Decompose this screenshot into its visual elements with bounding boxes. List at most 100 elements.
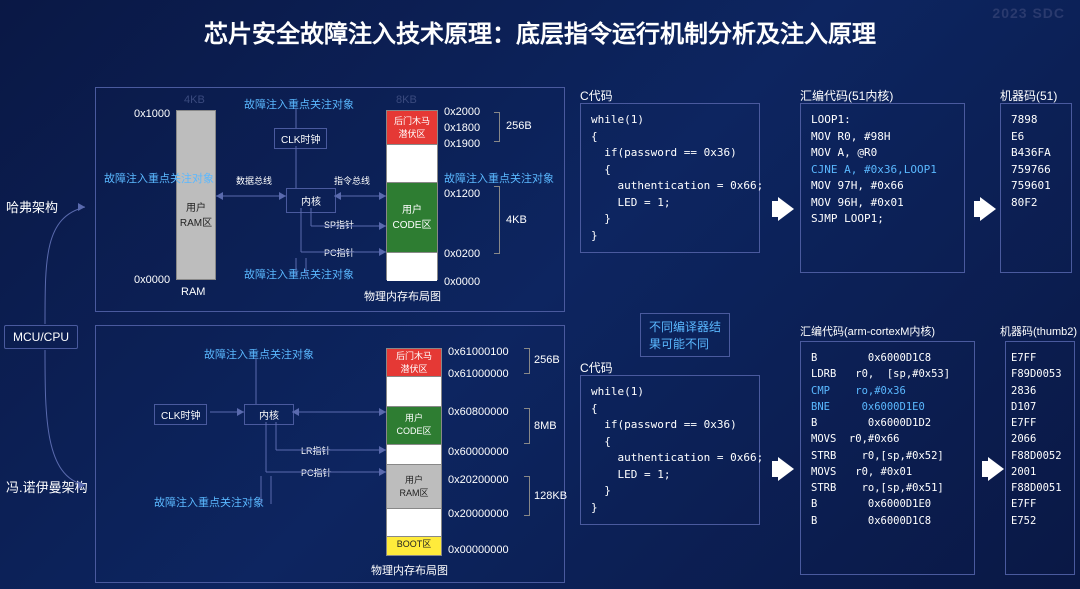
vn-seg-4: 用户 RAM区 bbox=[387, 465, 441, 509]
aa-9: B 0x6000D1E0 bbox=[811, 496, 964, 512]
h-seg-2: 用户 CODE区 bbox=[387, 183, 437, 253]
ccode-title-1: C代码 bbox=[580, 87, 613, 104]
vn-a6: 0x00000000 bbox=[448, 544, 509, 556]
ccode-title-2: C代码 bbox=[580, 359, 613, 376]
vn-size-2: 128KB bbox=[534, 490, 567, 502]
c1-l4: authentication = 0x66; bbox=[591, 178, 749, 195]
h-code-size: 8KB bbox=[396, 94, 417, 106]
vn-seg-1 bbox=[387, 377, 441, 407]
aa-5: MOVS r0,#0x66 bbox=[811, 431, 964, 447]
aa-0: B 0x6000D1C8 bbox=[811, 350, 964, 366]
page-title: 芯片安全故障注入技术原理：底层指令运行机制分析及注入原理 bbox=[0, 0, 1080, 57]
ma-0: E7FF bbox=[1011, 350, 1069, 366]
c2-l7: } bbox=[591, 500, 749, 517]
h-size-1: 4KB bbox=[506, 214, 527, 226]
aa-7: MOVS r0, #0x01 bbox=[811, 464, 964, 480]
vn-a2: 0x60800000 bbox=[448, 406, 509, 418]
c2-l1: { bbox=[591, 401, 749, 418]
vn-brace-0 bbox=[524, 348, 530, 374]
m51-3: 759766 bbox=[1011, 162, 1061, 179]
mcarm-panel: E7FF F89D0053 2836 D107 E7FF 2066 F88D00… bbox=[1005, 341, 1075, 575]
c1-l6: } bbox=[591, 211, 749, 228]
diagram-canvas: MCU/CPU 哈弗架构 冯.诺伊曼架构 0x1000 用户 RAM区 0x00… bbox=[0, 57, 1080, 587]
vn-mem-caption: 物理内存布局图 bbox=[371, 562, 448, 578]
c2-l0: while(1) bbox=[591, 384, 749, 401]
ma-7: 2001 bbox=[1011, 464, 1069, 480]
a51-0: LOOP1: bbox=[811, 112, 954, 129]
watermark-text: 2023 SDC bbox=[992, 5, 1065, 21]
h-seg-1 bbox=[387, 145, 437, 183]
vn-seg-2: 用户 CODE区 bbox=[387, 407, 441, 445]
ma-8: F88D0051 bbox=[1011, 480, 1069, 496]
aa-6: STRB r0,[sp,#0x52] bbox=[811, 448, 964, 464]
asmarm-panel: B 0x6000D1C8 LDRB r0, [sp,#0x53] CMP ro,… bbox=[800, 341, 975, 575]
vn-brace-1 bbox=[524, 408, 530, 444]
m51-4: 759601 bbox=[1011, 178, 1061, 195]
vn-a0: 0x61000100 bbox=[448, 346, 509, 358]
ma-5: 2066 bbox=[1011, 431, 1069, 447]
h-a2: 0x1900 bbox=[444, 138, 480, 150]
asm51-title: 汇编代码(51内核) bbox=[800, 87, 893, 104]
asmarm-title: 汇编代码(arm-cortexM内核) bbox=[800, 323, 935, 339]
h-brace-1 bbox=[494, 186, 500, 254]
ccode-panel-1: while(1) { if(password == 0x36) { authen… bbox=[580, 103, 760, 253]
vn-a4: 0x20200000 bbox=[448, 474, 509, 486]
aa-3: BNE 0x6000D1E0 bbox=[811, 399, 964, 415]
compiler-note: 不同编译器结 果可能不同 bbox=[640, 313, 730, 357]
harvard-panel: 0x1000 用户 RAM区 0x0000 4KB RAM 故障注入重点关注对象… bbox=[95, 87, 565, 312]
c2-l2: if(password == 0x36) bbox=[591, 417, 749, 434]
c2-l3: { bbox=[591, 434, 749, 451]
ccode-panel-2: while(1) { if(password == 0x36) { authen… bbox=[580, 375, 760, 525]
vn-a1: 0x61000000 bbox=[448, 368, 509, 380]
watermark: 2023 SDC bbox=[992, 5, 1065, 21]
vn-seg-6: BOOT区 bbox=[387, 537, 441, 555]
ma-9: E7FF bbox=[1011, 496, 1069, 512]
arrow-4 bbox=[988, 457, 1004, 481]
a51-1: MOV R0, #98H bbox=[811, 129, 954, 146]
c1-l2: if(password == 0x36) bbox=[591, 145, 749, 162]
c1-l5: LED = 1; bbox=[591, 195, 749, 212]
c1-l7: } bbox=[591, 228, 749, 245]
vn-size-1: 8MB bbox=[534, 420, 557, 432]
h-code-bar: 后门木马 潜伏区 用户 CODE区 bbox=[386, 110, 438, 280]
c1-l3: { bbox=[591, 162, 749, 179]
h-a0: 0x2000 bbox=[444, 106, 480, 118]
ma-6: F88D0052 bbox=[1011, 448, 1069, 464]
ma-1: F89D0053 bbox=[1011, 366, 1069, 382]
arrow-2 bbox=[980, 197, 996, 221]
ma-3: D107 bbox=[1011, 399, 1069, 415]
aa-8: STRB ro,[sp,#0x51] bbox=[811, 480, 964, 496]
aa-1: LDRB r0, [sp,#0x53] bbox=[811, 366, 964, 382]
h-brace-0 bbox=[494, 112, 500, 142]
h-mem-caption: 物理内存布局图 bbox=[364, 288, 441, 304]
h-a5: 0x0000 bbox=[444, 276, 480, 288]
mc51-panel: 7898 E6 B436FA 759766 759601 80F2 bbox=[1000, 103, 1072, 273]
h-a1: 0x1800 bbox=[444, 122, 480, 134]
vn-a3: 0x60000000 bbox=[448, 446, 509, 458]
mcarm-title: 机器码(thumb2) bbox=[1000, 323, 1077, 339]
h-a3: 0x1200 bbox=[444, 188, 480, 200]
c2-l4: authentication = 0x66; bbox=[591, 450, 749, 467]
h-seg-0: 后门木马 潜伏区 bbox=[387, 111, 437, 145]
vn-a5: 0x20000000 bbox=[448, 508, 509, 520]
c1-l1: { bbox=[591, 129, 749, 146]
ma-2: 2836 bbox=[1011, 383, 1069, 399]
a51-4: MOV 97H, #0x66 bbox=[811, 178, 954, 195]
vn-seg-0: 后门木马 潜伏区 bbox=[387, 349, 441, 377]
h-size-0: 256B bbox=[506, 120, 532, 132]
vn-size-0: 256B bbox=[534, 354, 560, 366]
asm51-panel: LOOP1: MOV R0, #98H MOV A, @R0 CJNE A, #… bbox=[800, 103, 965, 273]
c1-l0: while(1) bbox=[591, 112, 749, 129]
ma-10: E752 bbox=[1011, 513, 1069, 529]
c2-l5: LED = 1; bbox=[591, 467, 749, 484]
a51-6: SJMP LOOP1; bbox=[811, 211, 954, 228]
mc51-title: 机器码(51) bbox=[1000, 87, 1057, 104]
a51-2: MOV A, @R0 bbox=[811, 145, 954, 162]
tree-connector bbox=[0, 57, 100, 587]
vn-seg-5 bbox=[387, 509, 441, 537]
a51-5: MOV 96H, #0x01 bbox=[811, 195, 954, 212]
ma-4: E7FF bbox=[1011, 415, 1069, 431]
vn-panel: CLK时钟 内核 故障注入重点关注对象 故障注入重点关注对象 LR指针 PC指针… bbox=[95, 325, 565, 583]
h-a4: 0x0200 bbox=[444, 248, 480, 260]
vn-brace-2 bbox=[524, 476, 530, 516]
